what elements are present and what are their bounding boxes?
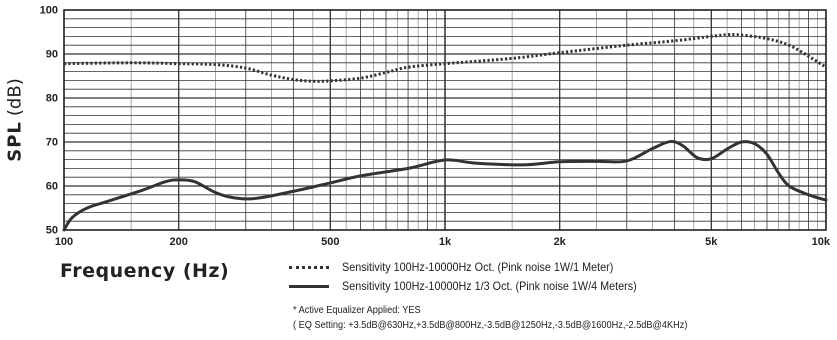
y-tick-label: 100 bbox=[40, 5, 58, 17]
y-tick-label: 90 bbox=[46, 49, 58, 61]
note-eq-setting: ( EQ Setting: +3.5dB@630Hz,+3.5dB@800Hz,… bbox=[293, 320, 688, 331]
y-tick-label: 70 bbox=[46, 137, 58, 149]
legend-item-dotted: Sensitivity 100Hz-10000Hz Oct. (Pink noi… bbox=[289, 258, 643, 276]
y-axis-label-container: SPL (dB) bbox=[0, 8, 30, 233]
note-active-equalizer: * Active Equalizer Applied: YES bbox=[293, 305, 421, 316]
legend-label-solid: Sensitivity 100Hz-10000Hz 1/3 Oct. (Pink… bbox=[342, 279, 637, 293]
y-axis-label-unit: (dB) bbox=[4, 78, 26, 117]
x-tick-label: 2k bbox=[554, 236, 567, 248]
legend-label-dotted: Sensitivity 100Hz-10000Hz Oct. (Pink noi… bbox=[342, 260, 614, 274]
y-axis-label: SPL (dB) bbox=[5, 78, 26, 161]
x-tick-label: 100 bbox=[55, 236, 73, 248]
x-axis-label: Frequency (Hz) bbox=[60, 260, 230, 282]
x-tick-label: 10k bbox=[812, 236, 831, 248]
plot-frame bbox=[63, 9, 827, 231]
legend-swatch-dotted bbox=[289, 265, 329, 269]
x-tick-label: 500 bbox=[321, 236, 339, 248]
y-tick-label: 60 bbox=[46, 181, 58, 193]
series-line-third-oct bbox=[62, 139, 828, 232]
x-tick-label: 1k bbox=[439, 236, 452, 248]
x-tick-label: 5k bbox=[705, 236, 718, 248]
y-axis-label-main: SPL bbox=[4, 121, 26, 162]
legend-item-solid: Sensitivity 100Hz-10000Hz 1/3 Oct. (Pink… bbox=[289, 277, 669, 295]
x-tick-label: 200 bbox=[170, 236, 188, 248]
y-tick-label: 80 bbox=[46, 93, 58, 105]
y-tick-label: 50 bbox=[46, 225, 58, 237]
legend-swatch-solid bbox=[289, 284, 329, 288]
series-line-oct bbox=[63, 33, 827, 83]
